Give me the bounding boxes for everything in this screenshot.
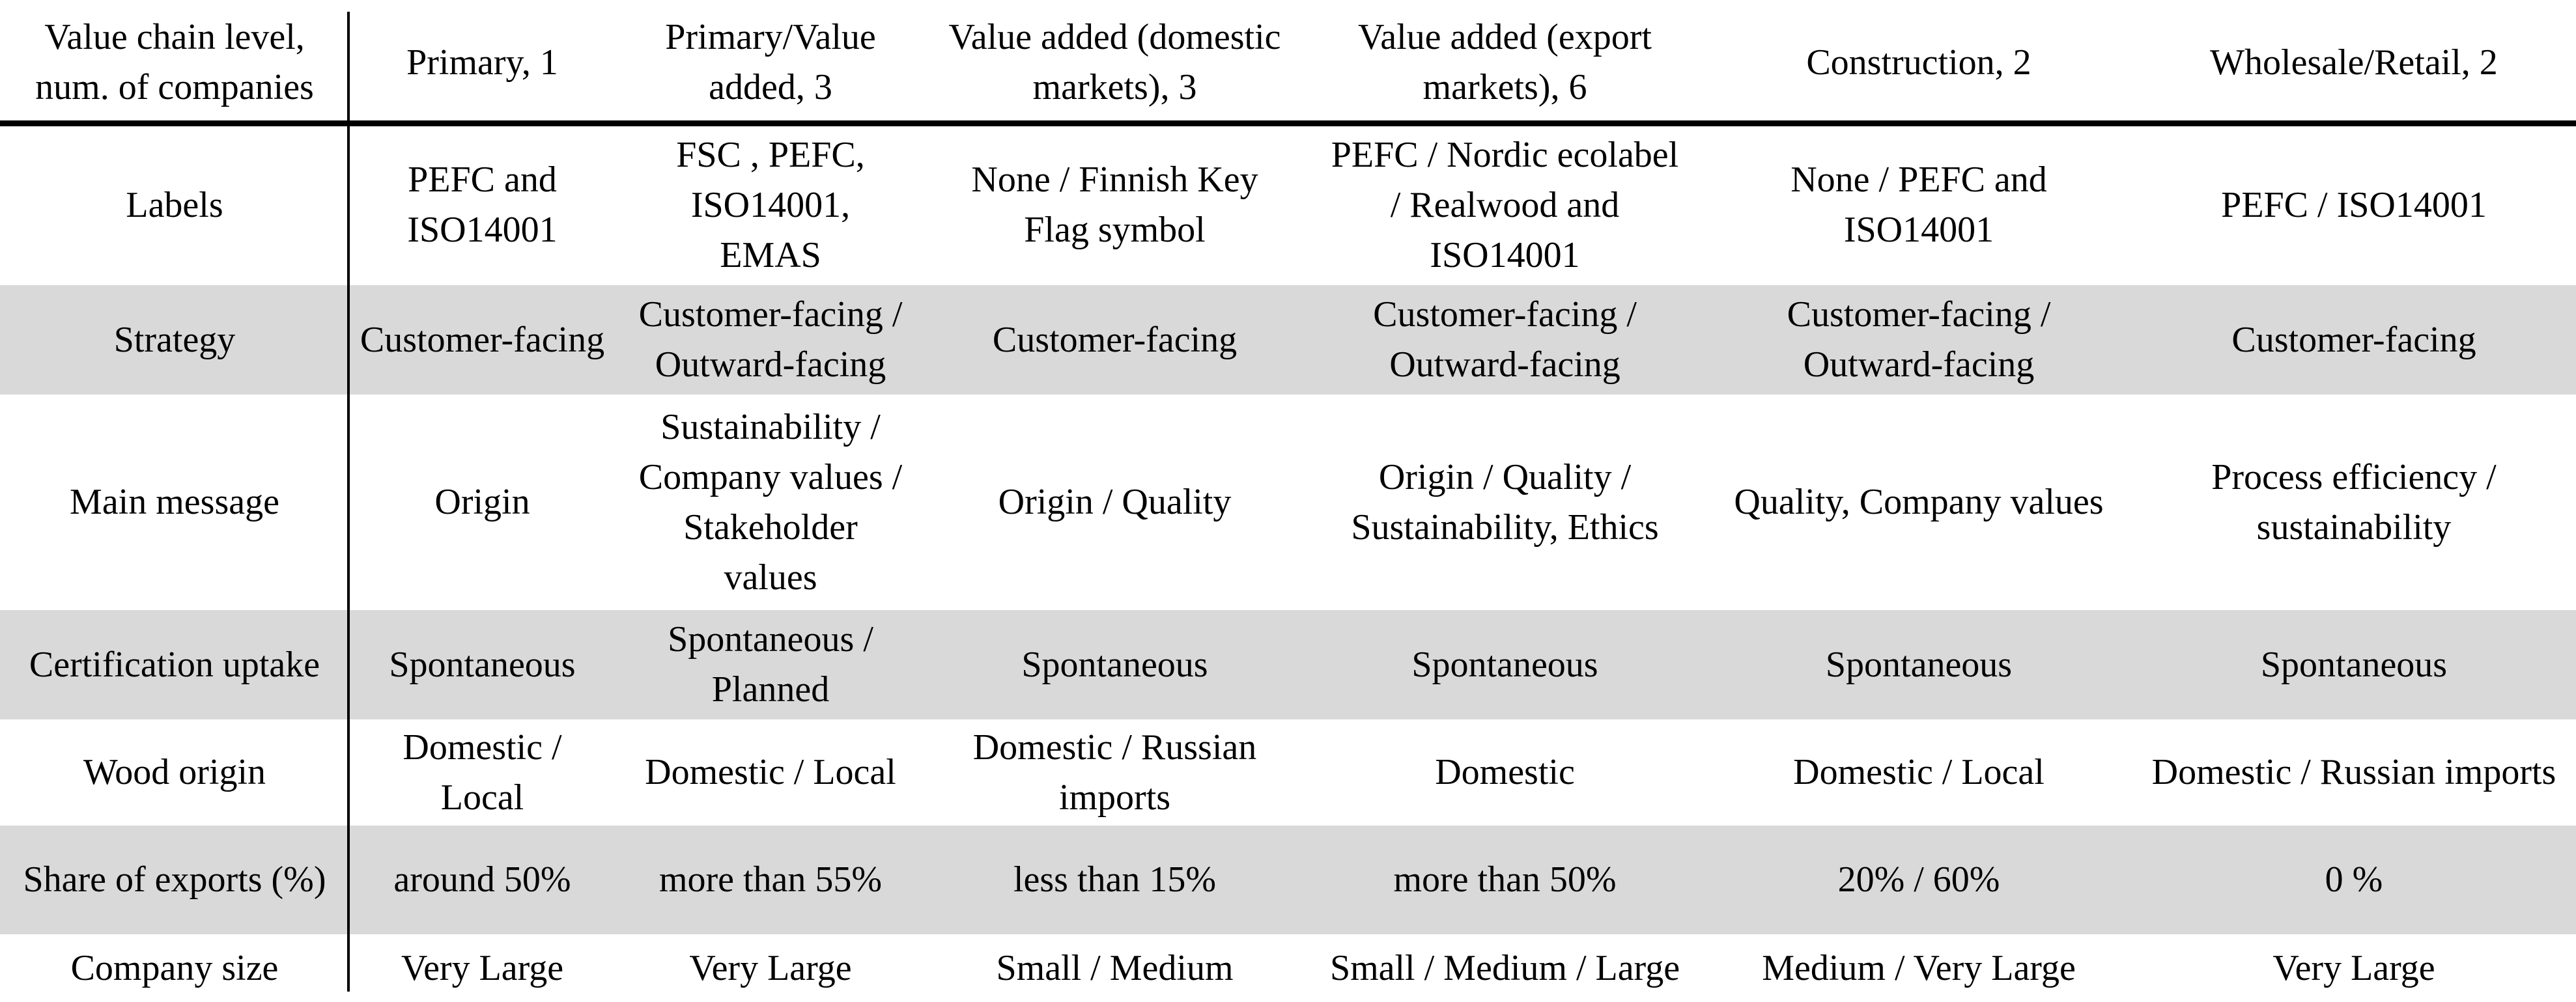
table-cell: PEFC / Nordic ecolabel / Realwood and IS… <box>1331 134 1679 275</box>
table-cell: Origin <box>434 482 530 522</box>
column-header-value-added-domestic: Value added (domestic markets), 3 <box>948 17 1281 107</box>
table-cell: Spontaneous / Planned <box>616 610 926 719</box>
table-cell: Origin / Quality / Sustainability, Ethic… <box>1351 456 1659 548</box>
table-cell: Spontaneous <box>2132 610 2576 719</box>
column-header-primary-value-added: Primary/Value added, 3 <box>665 17 876 107</box>
table-cell: PEFC and ISO14001 <box>407 160 558 250</box>
table-cell: Customer-facing <box>349 285 616 395</box>
table-cell: Process efficiency / sustainability <box>2211 456 2497 548</box>
table-cell: Small / Medium / Large <box>1329 947 1680 988</box>
table-cell: Domestic / Russian imports <box>972 727 1257 818</box>
table-cell: Small / Medium <box>996 947 1234 988</box>
table-cell: less than 15% <box>926 826 1304 934</box>
header-separator-rule <box>0 120 2576 126</box>
column-header-value-added-export: Value added (export markets), 6 <box>1358 17 1652 107</box>
table-cell: None / PEFC and ISO14001 <box>1790 160 2047 250</box>
table-cell: PEFC / ISO14001 <box>2221 184 2487 225</box>
table-cell: more than 55% <box>616 826 926 934</box>
row-label-certification-uptake: Certification uptake <box>0 610 349 719</box>
table-cell: FSC , PEFC, ISO14001, EMAS <box>676 134 865 275</box>
table-cell: Customer-facing / Outward-facing <box>616 285 926 395</box>
column-header-construction: Construction, 2 <box>1806 42 2031 83</box>
row-label-strategy: Strategy <box>0 285 349 395</box>
table-cell: Domestic / Local <box>1793 752 2045 792</box>
row-label-main-message: Main message <box>70 482 279 522</box>
table-cell: 20% / 60% <box>1706 826 2132 934</box>
table-cell: Domestic / Local <box>645 752 896 792</box>
table-cell: Sustainability / Company values / Stakeh… <box>638 406 903 598</box>
table-cell: Customer-facing <box>2132 285 2576 395</box>
header-row-label: Value chain level, num. of companies <box>35 17 314 107</box>
table-cell: Very Large <box>401 947 564 988</box>
table-cell: Origin / Quality <box>998 482 1232 522</box>
table-cell: more than 50% <box>1304 826 1706 934</box>
table-cell: Domestic <box>1435 752 1575 792</box>
table-cell: Very Large <box>689 947 852 988</box>
row-label-wood-origin: Wood origin <box>83 752 266 792</box>
table-cell: Spontaneous <box>1706 610 2132 719</box>
table-cell: Medium / Very Large <box>1762 947 2076 988</box>
table-cell: around 50% <box>349 826 616 934</box>
table-cell: Quality, Company values <box>1734 482 2104 522</box>
table-cell: 0 % <box>2132 826 2576 934</box>
column-header-wholesale-retail: Wholesale/Retail, 2 <box>2210 42 2498 83</box>
table-cell: Domestic / Russian imports <box>2151 752 2556 792</box>
column-header-primary: Primary, 1 <box>406 42 558 83</box>
table-cell: Very Large <box>2272 947 2435 988</box>
row-label-labels: Labels <box>126 184 223 225</box>
table-cell: Customer-facing / Outward-facing <box>1706 285 2132 395</box>
table-cell: None / Finnish Key Flag symbol <box>971 160 1258 250</box>
table-cell: Domestic / Local <box>403 727 562 818</box>
table-cell: Spontaneous <box>349 610 616 719</box>
row-label-company-size: Company size <box>70 947 279 988</box>
table-cell: Spontaneous <box>926 610 1304 719</box>
row-label-share-of-exports: Share of exports (%) <box>0 826 349 934</box>
table-cell: Customer-facing <box>926 285 1304 395</box>
vertical-rule <box>347 12 350 992</box>
table-cell: Customer-facing / Outward-facing <box>1304 285 1706 395</box>
table-cell: Spontaneous <box>1304 610 1706 719</box>
